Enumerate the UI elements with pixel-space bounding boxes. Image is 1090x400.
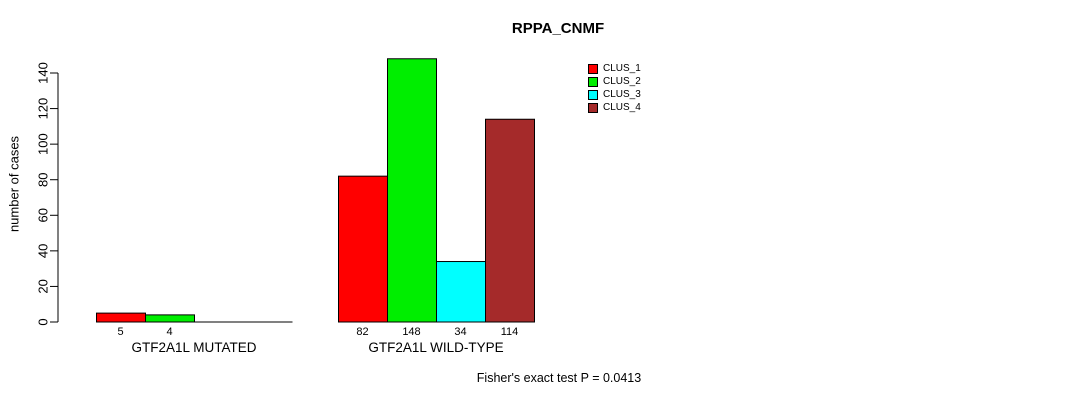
- y-tick-label: 40: [36, 244, 51, 258]
- y-tick-label: 20: [36, 279, 51, 293]
- bar-CLUS_1: [338, 175, 388, 323]
- legend-label: CLUS_1: [603, 62, 641, 74]
- chart-title: RPPA_CNMF: [511, 20, 605, 37]
- bar-CLUS_1: [96, 312, 146, 323]
- bar-CLUS_2: [145, 314, 195, 323]
- bar-value-label: 148: [402, 326, 420, 338]
- bar-value-label: 34: [454, 326, 466, 338]
- bar-value-label: 5: [117, 326, 123, 338]
- legend-item: CLUS_1: [588, 62, 641, 75]
- y-tick-label: 60: [36, 208, 51, 222]
- legend-item: CLUS_4: [588, 101, 641, 114]
- legend-item: CLUS_3: [588, 88, 641, 101]
- group-label: GTF2A1L WILD-TYPE: [368, 340, 504, 355]
- legend-label: CLUS_4: [603, 101, 641, 113]
- bar-value-label: 4: [166, 326, 172, 338]
- y-tick-label: 80: [36, 172, 51, 186]
- bar-CLUS_2: [387, 58, 437, 323]
- bar-CLUS_3: [436, 261, 486, 323]
- legend-swatch-icon: [588, 76, 598, 87]
- legend-swatch-icon: [588, 63, 598, 74]
- legend-label: CLUS_2: [603, 75, 641, 87]
- stat-test-note: Fisher's exact test P = 0.0413: [476, 371, 642, 385]
- legend-label: CLUS_3: [603, 88, 641, 100]
- legend: CLUS_1 CLUS_2 CLUS_3 CLUS_4: [588, 62, 641, 114]
- y-tick-label: 100: [36, 133, 51, 155]
- group-label: GTF2A1L MUTATED: [131, 340, 257, 355]
- legend-swatch-icon: [588, 102, 598, 113]
- legend-item: CLUS_2: [588, 75, 641, 88]
- y-tick-label: 0: [36, 318, 51, 325]
- y-tick-label: 120: [36, 98, 51, 120]
- legend-swatch-icon: [588, 89, 598, 100]
- bar-CLUS_4: [485, 118, 535, 323]
- bar-value-label: 114: [501, 326, 519, 338]
- y-tick-label: 140: [36, 62, 51, 84]
- bar-value-label: 82: [356, 326, 368, 338]
